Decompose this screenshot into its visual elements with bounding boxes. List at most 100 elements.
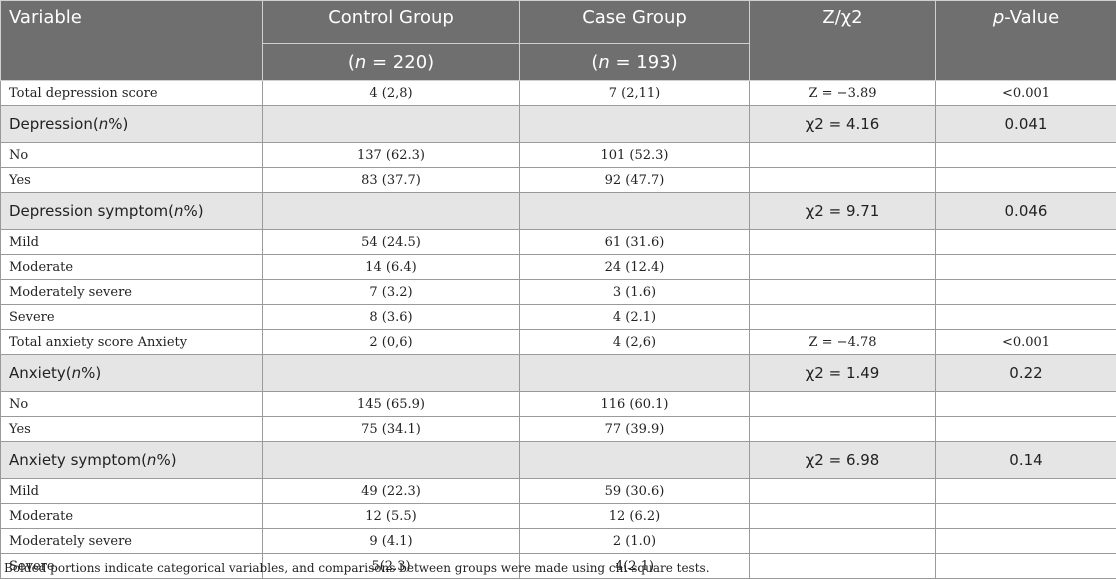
cell-p-value: 0.046 (936, 193, 1116, 230)
cell-p-value (936, 255, 1116, 280)
cell-stat (750, 504, 936, 529)
cell-stat (750, 143, 936, 168)
cell-case: 59 (30.6) (520, 479, 750, 504)
cell-p-value (936, 479, 1116, 504)
cell-stat (750, 417, 936, 442)
cell-variable: Anxiety symptom(n%) (1, 442, 263, 479)
cell-control: 9 (4.1) (263, 529, 520, 554)
header-control-n: (n = 220) (263, 44, 520, 81)
cell-control: 2 (0,6) (263, 330, 520, 355)
cell-control: 137 (62.3) (263, 143, 520, 168)
cell-variable: Yes (1, 168, 263, 193)
cell-control (263, 355, 520, 392)
cell-case: 12 (6.2) (520, 504, 750, 529)
cell-case: 3 (1.6) (520, 280, 750, 305)
cell-p-value (936, 554, 1116, 579)
cell-variable: No (1, 143, 263, 168)
cell-control: 12 (5.5) (263, 504, 520, 529)
cell-variable: Mild (1, 479, 263, 504)
cell-case: 4 (2,6) (520, 330, 750, 355)
cell-p-value (936, 230, 1116, 255)
cell-p-value (936, 392, 1116, 417)
header-variable: Variable (1, 1, 263, 81)
cell-stat: χ2 = 9.71 (750, 193, 936, 230)
cell-stat (750, 392, 936, 417)
cell-p-value: <0.001 (936, 330, 1116, 355)
cell-p-value (936, 305, 1116, 330)
cell-stat (750, 305, 936, 330)
cell-control (263, 193, 520, 230)
cell-p-value: 0.22 (936, 355, 1116, 392)
cell-stat: χ2 = 6.98 (750, 442, 936, 479)
cell-case: 4 (2.1) (520, 305, 750, 330)
header-control-group: Control Group (263, 1, 520, 44)
cell-control: 8 (3.6) (263, 305, 520, 330)
cell-case: 2 (1.0) (520, 529, 750, 554)
cell-case: 24 (12.4) (520, 255, 750, 280)
cell-p-value: <0.001 (936, 81, 1116, 106)
cell-variable: Moderate (1, 504, 263, 529)
cell-stat (750, 168, 936, 193)
cell-variable: No (1, 392, 263, 417)
cell-control (263, 106, 520, 143)
table-header: Variable Control Group Case Group Z/χ2 p… (1, 1, 1116, 81)
cell-variable: Moderately severe (1, 529, 263, 554)
cell-case: 7 (2,11) (520, 81, 750, 106)
cell-case: 101 (52.3) (520, 143, 750, 168)
cell-control: 83 (37.7) (263, 168, 520, 193)
header-case-group: Case Group (520, 1, 750, 44)
cell-stat (750, 230, 936, 255)
cell-p-value (936, 417, 1116, 442)
cell-control: 145 (65.9) (263, 392, 520, 417)
cell-stat (750, 280, 936, 305)
cell-variable: Moderate (1, 255, 263, 280)
cell-case: 61 (31.6) (520, 230, 750, 255)
cell-p-value: 0.041 (936, 106, 1116, 143)
cell-variable: Severe (1, 305, 263, 330)
cell-variable: Anxiety(n%) (1, 355, 263, 392)
cell-stat: Z = −3.89 (750, 81, 936, 106)
header-case-n: (n = 193) (520, 44, 750, 81)
cell-p-value (936, 143, 1116, 168)
cell-variable: Depression(n%) (1, 106, 263, 143)
cell-case (520, 442, 750, 479)
cell-control: 49 (22.3) (263, 479, 520, 504)
cell-variable: Moderately severe (1, 280, 263, 305)
cell-variable: Mild (1, 230, 263, 255)
cell-stat: Z = −4.78 (750, 330, 936, 355)
header-stat: Z/χ2 (750, 1, 936, 81)
cell-case (520, 106, 750, 143)
cell-variable: Total anxiety score Anxiety (1, 330, 263, 355)
cell-case: 77 (39.9) (520, 417, 750, 442)
cell-control: 75 (34.1) (263, 417, 520, 442)
cell-variable: Depression symptom(n%) (1, 193, 263, 230)
cell-stat (750, 479, 936, 504)
cell-stat (750, 554, 936, 579)
cell-p-value (936, 504, 1116, 529)
cell-stat (750, 529, 936, 554)
cell-variable: Yes (1, 417, 263, 442)
header-p-value: p-Value (936, 1, 1116, 81)
cell-p-value (936, 168, 1116, 193)
cell-stat: χ2 = 4.16 (750, 106, 936, 143)
cell-control: 7 (3.2) (263, 280, 520, 305)
cell-control: 54 (24.5) (263, 230, 520, 255)
